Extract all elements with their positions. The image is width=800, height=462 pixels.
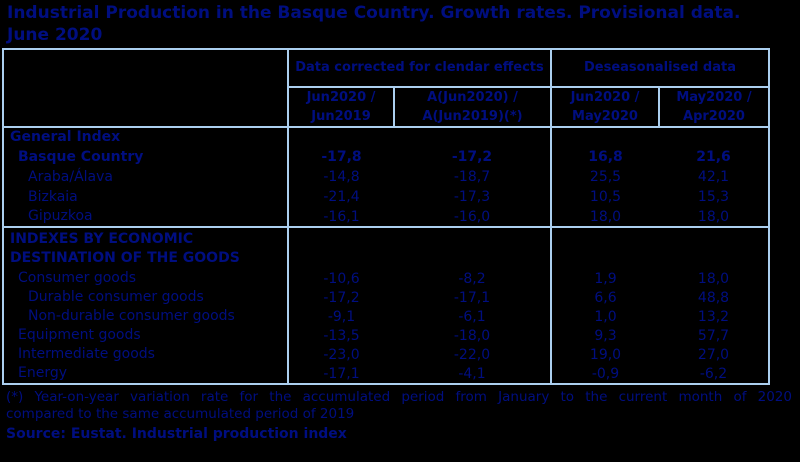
table-row: Gipuzkoa -16,1 -16,0 18,0 18,0 — [3, 207, 769, 227]
column-header-may2020-apr2020: May2020 / Apr2020 — [658, 87, 769, 128]
value-cell: -13,5 — [287, 326, 394, 345]
column-header-jun2020-may2020: Jun2020 / May2020 — [550, 87, 659, 128]
value-cell: 15,3 — [697, 189, 730, 205]
column-header-jun2020-jun2019: Jun2020 / Jun2019 — [287, 87, 394, 128]
value-cell: 19,0 — [550, 345, 659, 364]
value-cell: -23,0 — [287, 345, 394, 364]
group-header-row: Data corrected for clendar effects Desea… — [3, 49, 769, 128]
value-cell: 1,9 — [550, 269, 659, 288]
row-label: Equipment goods — [18, 327, 141, 343]
table-row: Non-durable consumer goods -9,1 -6,1 1,0 13,… — [3, 307, 769, 326]
row-label: General Index — [10, 129, 121, 145]
table-row: Consumer goods -10,6 -8,2 1,9 18,0 — [3, 269, 769, 288]
value-cell: 18,0 — [550, 207, 659, 227]
table-row: INDEXES BY ECONOMIC DESTINATION OF THE G… — [3, 226, 769, 269]
corner-cell — [3, 49, 289, 128]
value-cell: -17,2 — [287, 288, 394, 307]
stats-table: Data corrected for clendar effects Desea… — [2, 48, 770, 385]
value-cell: 27,0 — [697, 346, 730, 363]
value-cell: -21,4 — [287, 187, 394, 207]
value-cell: -17,3 — [453, 189, 491, 205]
table-row: General Index — [3, 127, 769, 147]
value-cell: 10,5 — [550, 187, 659, 207]
value-cell — [287, 226, 394, 269]
value-cell: 16,8 — [550, 147, 659, 167]
value-cell — [659, 127, 769, 147]
value-cell: -10,6 — [287, 269, 394, 288]
value-cell: -14,8 — [287, 167, 394, 187]
value-cell — [659, 226, 769, 269]
value-cell: -17,2 — [451, 149, 493, 165]
value-cell: 6,6 — [550, 288, 659, 307]
row-label: INDEXES BY ECONOMIC DESTINATION OF THE G… — [3, 226, 288, 269]
value-cell: 9,3 — [550, 326, 659, 345]
row-label: Non-durable consumer goods — [28, 308, 235, 324]
row-label: Consumer goods — [18, 270, 137, 286]
value-cell: 18,0 — [697, 270, 730, 287]
table-row: Araba/Álava -14,8 -18,7 25,5 42,1 — [3, 167, 769, 187]
value-cell — [394, 127, 551, 147]
row-label: Araba/Álava — [28, 168, 114, 185]
row-label: Basque Country — [18, 148, 144, 165]
value-cell: 18,0 — [697, 208, 730, 225]
value-cell: -17,1 — [453, 289, 491, 306]
value-cell — [550, 127, 659, 147]
table-row: Intermediate goods -23,0 -22,0 19,0 27,0 — [3, 345, 769, 364]
value-cell: -9,1 — [287, 307, 394, 326]
group-header-deseasonalised: Deseasonalised data — [550, 49, 769, 88]
value-cell: 48,8 — [697, 289, 730, 306]
value-cell: -22,0 — [453, 346, 491, 363]
page-title: Industrial Production in the Basque Coun… — [7, 2, 799, 46]
value-cell: 21,6 — [696, 149, 731, 165]
value-cell — [287, 127, 394, 147]
value-cell: -4,1 — [458, 365, 486, 382]
table-row: Basque Country -17,8 -17,2 16,8 21,6 — [3, 147, 769, 167]
table-row: Energy -17,1 -4,1 -0,9 -6,2 — [3, 364, 769, 384]
footnote-line2: compared to the same accumulated period … — [6, 406, 355, 422]
value-cell: -6,2 — [699, 365, 728, 382]
value-cell: -18,0 — [453, 327, 491, 344]
source-note: Source: Eustat. Industrial production in… — [6, 426, 347, 442]
value-cell: -17,1 — [287, 364, 394, 384]
value-cell: 13,2 — [697, 308, 730, 325]
group-header-calendar-effects: Data corrected for clendar effects — [287, 49, 551, 88]
value-cell: 42,1 — [697, 169, 730, 185]
column-header-accumulated: A(Jun2020) / A(Jun2019)(*) — [393, 87, 551, 128]
column-header-row: Jun2020 / Jun2019 A(Jun2020) / A(Jun2019… — [3, 87, 769, 128]
value-cell — [394, 226, 551, 269]
value-cell — [550, 226, 659, 269]
footnote-line1: (*) Year-on-year variation rate for the … — [6, 389, 792, 405]
page-title-line2: June 2020 — [7, 25, 103, 45]
value-cell: -6,1 — [458, 308, 486, 325]
table-row: Equipment goods -13,5 -18,0 9,3 57,7 — [3, 326, 769, 345]
footnote: (*) Year-on-year variation rate for the … — [6, 389, 792, 423]
page-title-line1: Industrial Production in the Basque Coun… — [7, 3, 741, 23]
value-cell: -0,9 — [550, 364, 659, 384]
row-label: Bizkaia — [28, 188, 78, 205]
value-cell: 25,5 — [550, 167, 659, 187]
row-label: Durable consumer goods — [28, 289, 204, 305]
value-cell: -8,2 — [458, 270, 486, 287]
table-row: Durable consumer goods -17,2 -17,1 6,6 48,8 — [3, 288, 769, 307]
value-cell: -17,8 — [287, 147, 394, 167]
value-cell: -16,0 — [453, 208, 491, 225]
value-cell: -16,1 — [287, 207, 394, 227]
value-cell: 1,0 — [550, 307, 659, 326]
row-label: Intermediate goods — [18, 346, 155, 362]
row-label: Energy — [18, 365, 68, 381]
table-row: Bizkaia -21,4 -17,3 10,5 15,3 — [3, 187, 769, 207]
value-cell: -18,7 — [453, 169, 491, 185]
row-label: Gipuzkoa — [28, 208, 93, 224]
value-cell: 57,7 — [697, 327, 730, 344]
